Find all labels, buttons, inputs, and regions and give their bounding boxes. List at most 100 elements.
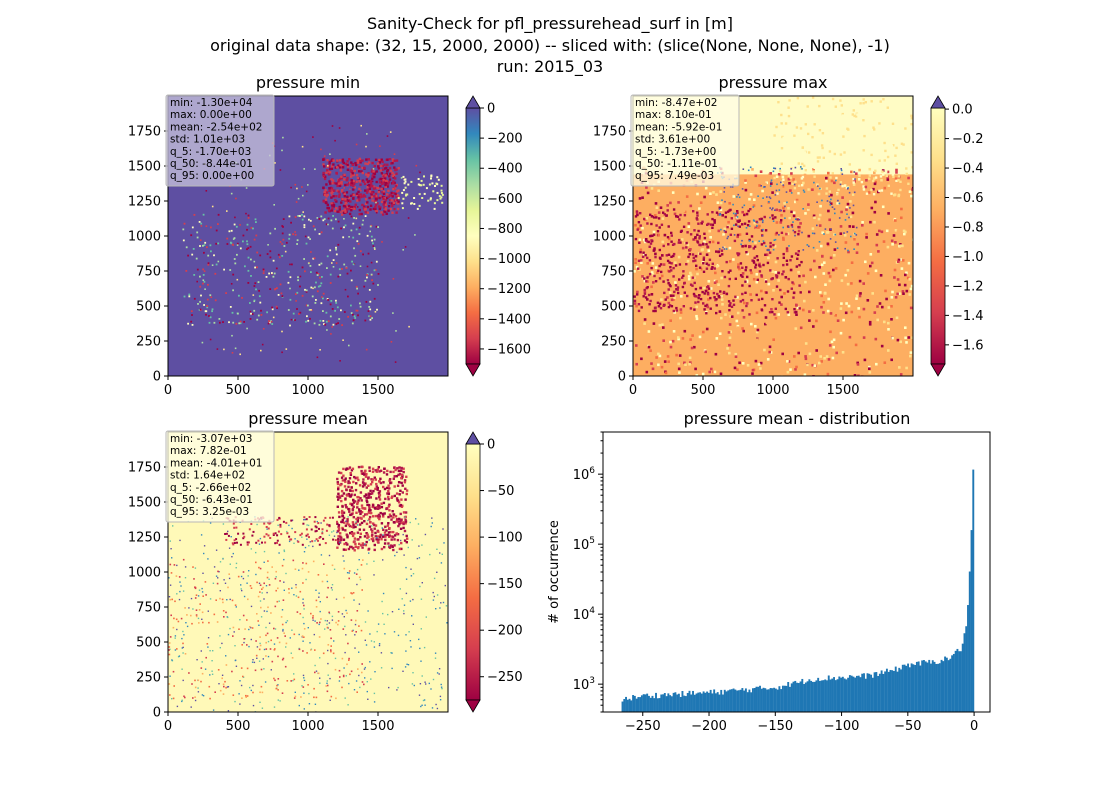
heatmap-cell xyxy=(306,538,308,540)
heatmap-cell xyxy=(279,700,281,702)
heatmap-cell xyxy=(375,198,378,201)
heatmap-cell xyxy=(871,292,874,295)
heatmap-cell xyxy=(380,505,384,509)
heatmap-cell xyxy=(327,173,331,176)
heatmap-cell xyxy=(901,244,904,248)
heatmap-cell xyxy=(369,489,372,493)
heatmap-cell xyxy=(421,197,424,199)
heatmap-cell xyxy=(429,197,432,200)
heatmap-cell xyxy=(780,303,783,306)
heatmap-cell xyxy=(891,336,894,340)
heatmap-cell xyxy=(709,296,712,300)
heatmap-cell xyxy=(715,193,718,196)
heatmap-cell xyxy=(384,203,388,207)
heatmap-cell xyxy=(206,246,208,249)
heatmap-cell xyxy=(256,251,259,254)
heatmap-cell xyxy=(659,337,662,340)
heatmap-cell xyxy=(645,217,648,220)
heatmap-cell xyxy=(647,272,650,276)
stats-line: q_50: -1.11e-01 xyxy=(635,158,718,170)
heatmap-cell xyxy=(874,200,877,204)
heatmap-cell xyxy=(245,212,247,215)
heatmap-cell xyxy=(255,573,257,576)
heatmap-cell xyxy=(350,229,353,232)
heatmap-cell xyxy=(268,320,270,322)
heatmap-cell xyxy=(209,338,212,341)
heatmap-cell xyxy=(768,350,771,354)
heatmap-cell xyxy=(326,523,329,526)
heatmap-cell xyxy=(307,524,310,527)
heatmap-cell xyxy=(349,181,352,184)
heatmap-cell xyxy=(304,270,306,273)
heatmap-cell xyxy=(753,256,756,260)
heatmap-cell xyxy=(374,535,377,538)
heatmap-cell xyxy=(388,545,390,547)
heatmap-cell xyxy=(350,545,353,549)
heatmap-cell xyxy=(321,532,324,535)
heatmap-cell xyxy=(678,263,682,266)
heatmap-cell xyxy=(346,494,349,497)
heatmap-cell xyxy=(200,650,202,652)
heatmap-cell xyxy=(382,481,385,484)
heatmap-cell xyxy=(895,129,898,132)
heatmap-cell xyxy=(846,188,849,190)
histogram-bar xyxy=(741,688,744,712)
heatmap-cell xyxy=(271,566,273,568)
heatmap-cell xyxy=(236,278,239,281)
heatmap-cell xyxy=(260,616,263,618)
heatmap-cell xyxy=(431,182,434,185)
heatmap-cell xyxy=(340,201,343,204)
heatmap-cell xyxy=(303,677,305,679)
histogram-bar xyxy=(824,679,827,712)
heatmap-cell xyxy=(708,370,711,374)
x-tick-label: 1000 xyxy=(756,383,789,398)
heatmap-cell xyxy=(419,585,421,588)
heatmap-cell xyxy=(835,179,837,182)
heatmap-cell xyxy=(362,180,365,183)
colorbar-tick-label: −250 xyxy=(487,670,523,685)
heatmap-cell xyxy=(642,295,645,298)
heatmap-cell xyxy=(784,276,788,279)
heatmap-cell xyxy=(314,649,316,651)
heatmap-cell xyxy=(838,202,841,205)
heatmap-cell xyxy=(373,692,376,695)
heatmap-cell xyxy=(352,197,355,200)
heatmap-cell xyxy=(358,603,361,605)
heatmap-cell xyxy=(695,314,698,318)
heatmap-cell xyxy=(224,533,227,535)
heatmap-cell xyxy=(756,221,759,224)
heatmap-cell xyxy=(307,571,310,573)
heatmap-cell xyxy=(379,469,383,472)
heatmap-cell xyxy=(174,637,176,639)
heatmap-cell xyxy=(865,236,868,239)
heatmap-cell xyxy=(199,239,202,241)
heatmap-cell xyxy=(246,667,249,670)
heatmap-cell xyxy=(430,175,433,178)
heatmap-cell xyxy=(361,542,364,545)
heatmap-cell xyxy=(200,667,203,669)
heatmap-cell xyxy=(884,149,887,153)
heatmap-cell xyxy=(168,596,171,598)
heatmap-cell xyxy=(339,360,341,362)
heatmap-cell xyxy=(909,153,913,156)
heatmap-cell xyxy=(727,280,730,284)
heatmap-cell xyxy=(784,217,786,219)
heatmap-cell xyxy=(862,282,865,285)
heatmap-cell xyxy=(845,208,848,211)
heatmap-cell xyxy=(182,228,185,231)
heatmap-cell xyxy=(673,212,677,216)
heatmap-cell xyxy=(298,648,301,651)
heatmap-cell xyxy=(778,301,781,304)
heatmap-cell xyxy=(883,361,887,364)
heatmap-cell xyxy=(720,276,723,280)
heatmap-cell xyxy=(294,538,296,540)
heatmap-cell xyxy=(384,177,387,180)
histogram-bar xyxy=(877,675,880,712)
heatmap-cell xyxy=(227,534,230,537)
heatmap-cell xyxy=(356,287,358,290)
histogram-bar xyxy=(868,673,871,712)
heatmap-cell xyxy=(645,186,648,189)
histogram-bar xyxy=(716,692,719,712)
heatmap-cell xyxy=(183,695,185,698)
heatmap-cell xyxy=(401,207,404,210)
